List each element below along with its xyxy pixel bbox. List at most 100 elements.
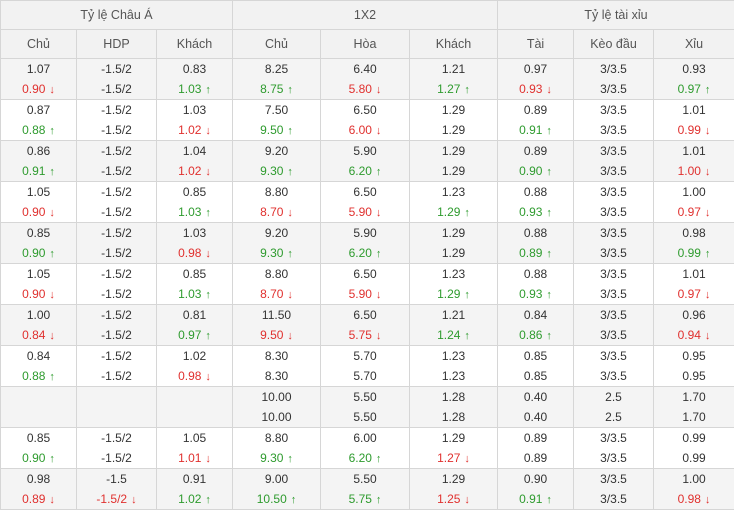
cell-ou-over: 0.97 0.93 ↓ [497, 58, 574, 100]
current-odds: 1.01 ↓ [158, 448, 232, 468]
odds-value: 1.28 [441, 410, 466, 424]
arrow-down-icon: ↓ [704, 289, 711, 301]
odds-value: -1.5 [106, 472, 127, 486]
arrow-down-icon: ↓ [205, 248, 211, 260]
odds-value: -1.5/2 [101, 328, 132, 342]
arrow-up-icon: ↑ [546, 125, 552, 137]
opening-odds: 9.20 [234, 142, 320, 162]
odds-value: 8.30 [264, 369, 289, 383]
current-odds: 9.30 ↑ [234, 448, 320, 468]
cell-ou-under: 1.00 0.98 ↓ [653, 468, 734, 510]
arrow-down-icon: ↓ [546, 84, 552, 96]
opening-odds: 2.5 [575, 388, 653, 408]
odds-value: 0.90 [22, 205, 46, 219]
odds-value: 8.70 [260, 205, 284, 219]
odds-value: 5.75 [348, 492, 372, 506]
cell-ah-home: 1.05 0.90 ↓ [0, 263, 77, 305]
opening-odds [2, 388, 76, 408]
cell-ou-over: 0.88 0.93 ↑ [497, 181, 574, 223]
arrow-down-icon: ↓ [131, 494, 137, 506]
odds-value: 7.50 [264, 103, 289, 117]
odds-value: 0.91 [182, 472, 207, 486]
odds-value: 3/3.5 [600, 349, 627, 363]
current-odds: 9.50 ↓ [234, 325, 320, 345]
odds-value: 6.20 [348, 164, 372, 178]
arrow-up-icon: ↑ [464, 289, 470, 301]
opening-odds: 1.29 [411, 101, 497, 121]
opening-odds: 1.23 [411, 265, 497, 285]
opening-odds: 1.01 [655, 142, 734, 162]
odds-value: 0.93 [682, 62, 706, 76]
arrow-up-icon: ↑ [49, 453, 55, 465]
opening-odds: 5.90 [322, 142, 409, 162]
odds-value: 1.29 [441, 144, 466, 158]
odds-table-body: 1.07 0.90 ↓ -1.5/2 -1.5/2 0.83 1.03 ↑ 8.25 8.75 ↑ 6… [0, 58, 734, 510]
table-row: 1.00 0.84 ↓ -1.5/2 -1.5/2 0.81 0.97 ↑ 11.50 9.50 ↓… [0, 304, 734, 346]
odds-value: 3/3.5 [600, 144, 627, 158]
arrow-up-icon: ↑ [704, 84, 711, 96]
current-odds: 0.88 ↑ [2, 120, 76, 140]
opening-odds: 8.80 [234, 183, 320, 203]
opening-odds: 5.90 [322, 224, 409, 244]
odds-value: 1.00 [682, 472, 706, 486]
current-odds: 1.03 ↑ [158, 202, 232, 222]
cell-1x2-home: 11.50 9.50 ↓ [232, 304, 321, 346]
odds-value: 1.03 [182, 103, 207, 117]
current-odds: 0.90 ↑ [2, 243, 76, 263]
odds-value: 0.84 [523, 308, 548, 322]
odds-value: 3/3.5 [600, 185, 627, 199]
opening-odds: 0.85 [2, 224, 76, 244]
col-header-ou-line: Kèo đầu [573, 29, 654, 59]
odds-value: 0.99 [677, 123, 701, 137]
odds-value: 1.01 [682, 267, 706, 281]
arrow-up-icon: ↑ [375, 248, 382, 260]
col-header-ah-hdp: HDP [76, 29, 157, 59]
cell-1x2-draw: 5.90 6.20 ↑ [320, 222, 410, 264]
arrow-up-icon: ↑ [546, 494, 552, 506]
cell-ah-away: 1.03 0.98 ↓ [156, 222, 233, 264]
arrow-down-icon: ↓ [704, 207, 711, 219]
odds-value: 0.97 [677, 287, 701, 301]
opening-odds: 0.98 [2, 470, 76, 490]
current-odds: -1.5/2 [78, 202, 156, 222]
col-header-ou-under: Xỉu [653, 29, 734, 59]
col-header-1x2-draw: Hòa [320, 29, 410, 59]
odds-value: 2.5 [605, 390, 622, 404]
odds-value: 5.50 [353, 390, 377, 404]
odds-value: 0.91 [519, 492, 543, 506]
cell-ou-under: 1.01 0.99 ↓ [653, 99, 734, 141]
odds-value: 1.21 [441, 308, 466, 322]
arrow-up-icon: ↑ [287, 166, 293, 178]
odds-value: 6.00 [353, 431, 377, 445]
odds-value: 0.85 [26, 431, 51, 445]
odds-value: -1.5/2 [101, 267, 132, 281]
odds-value: 1.23 [441, 349, 466, 363]
opening-odds: -1.5/2 [78, 183, 156, 203]
odds-value: 10.00 [261, 410, 292, 424]
opening-odds [78, 388, 156, 408]
current-odds: 1.29 [411, 243, 497, 263]
current-odds: 0.98 ↓ [158, 366, 232, 386]
odds-value: 0.96 [682, 308, 706, 322]
odds-value: -1.5/2 [96, 492, 128, 506]
odds-value: 0.88 [22, 123, 46, 137]
odds-value: -1.5/2 [101, 226, 132, 240]
arrow-down-icon: ↓ [205, 371, 211, 383]
current-odds: -1.5/2 [78, 120, 156, 140]
current-odds: 1.29 ↑ [411, 284, 497, 304]
odds-value: 0.89 [523, 431, 548, 445]
arrow-up-icon: ↑ [375, 453, 382, 465]
current-odds: 8.70 ↓ [234, 202, 320, 222]
opening-odds: -1.5/2 [78, 101, 156, 121]
odds-value: 8.80 [264, 185, 289, 199]
opening-odds: 1.07 [2, 60, 76, 80]
odds-value: 0.89 [523, 103, 548, 117]
current-odds: 1.02 ↓ [158, 120, 232, 140]
opening-odds: 6.50 [322, 183, 409, 203]
current-odds [2, 407, 76, 427]
cell-ou-over: 0.88 0.89 ↑ [497, 222, 574, 264]
current-odds: 9.30 ↑ [234, 243, 320, 263]
odds-value: 8.75 [260, 82, 284, 96]
col-header-ah-away: Khách [156, 29, 233, 59]
opening-odds: 0.87 [2, 101, 76, 121]
